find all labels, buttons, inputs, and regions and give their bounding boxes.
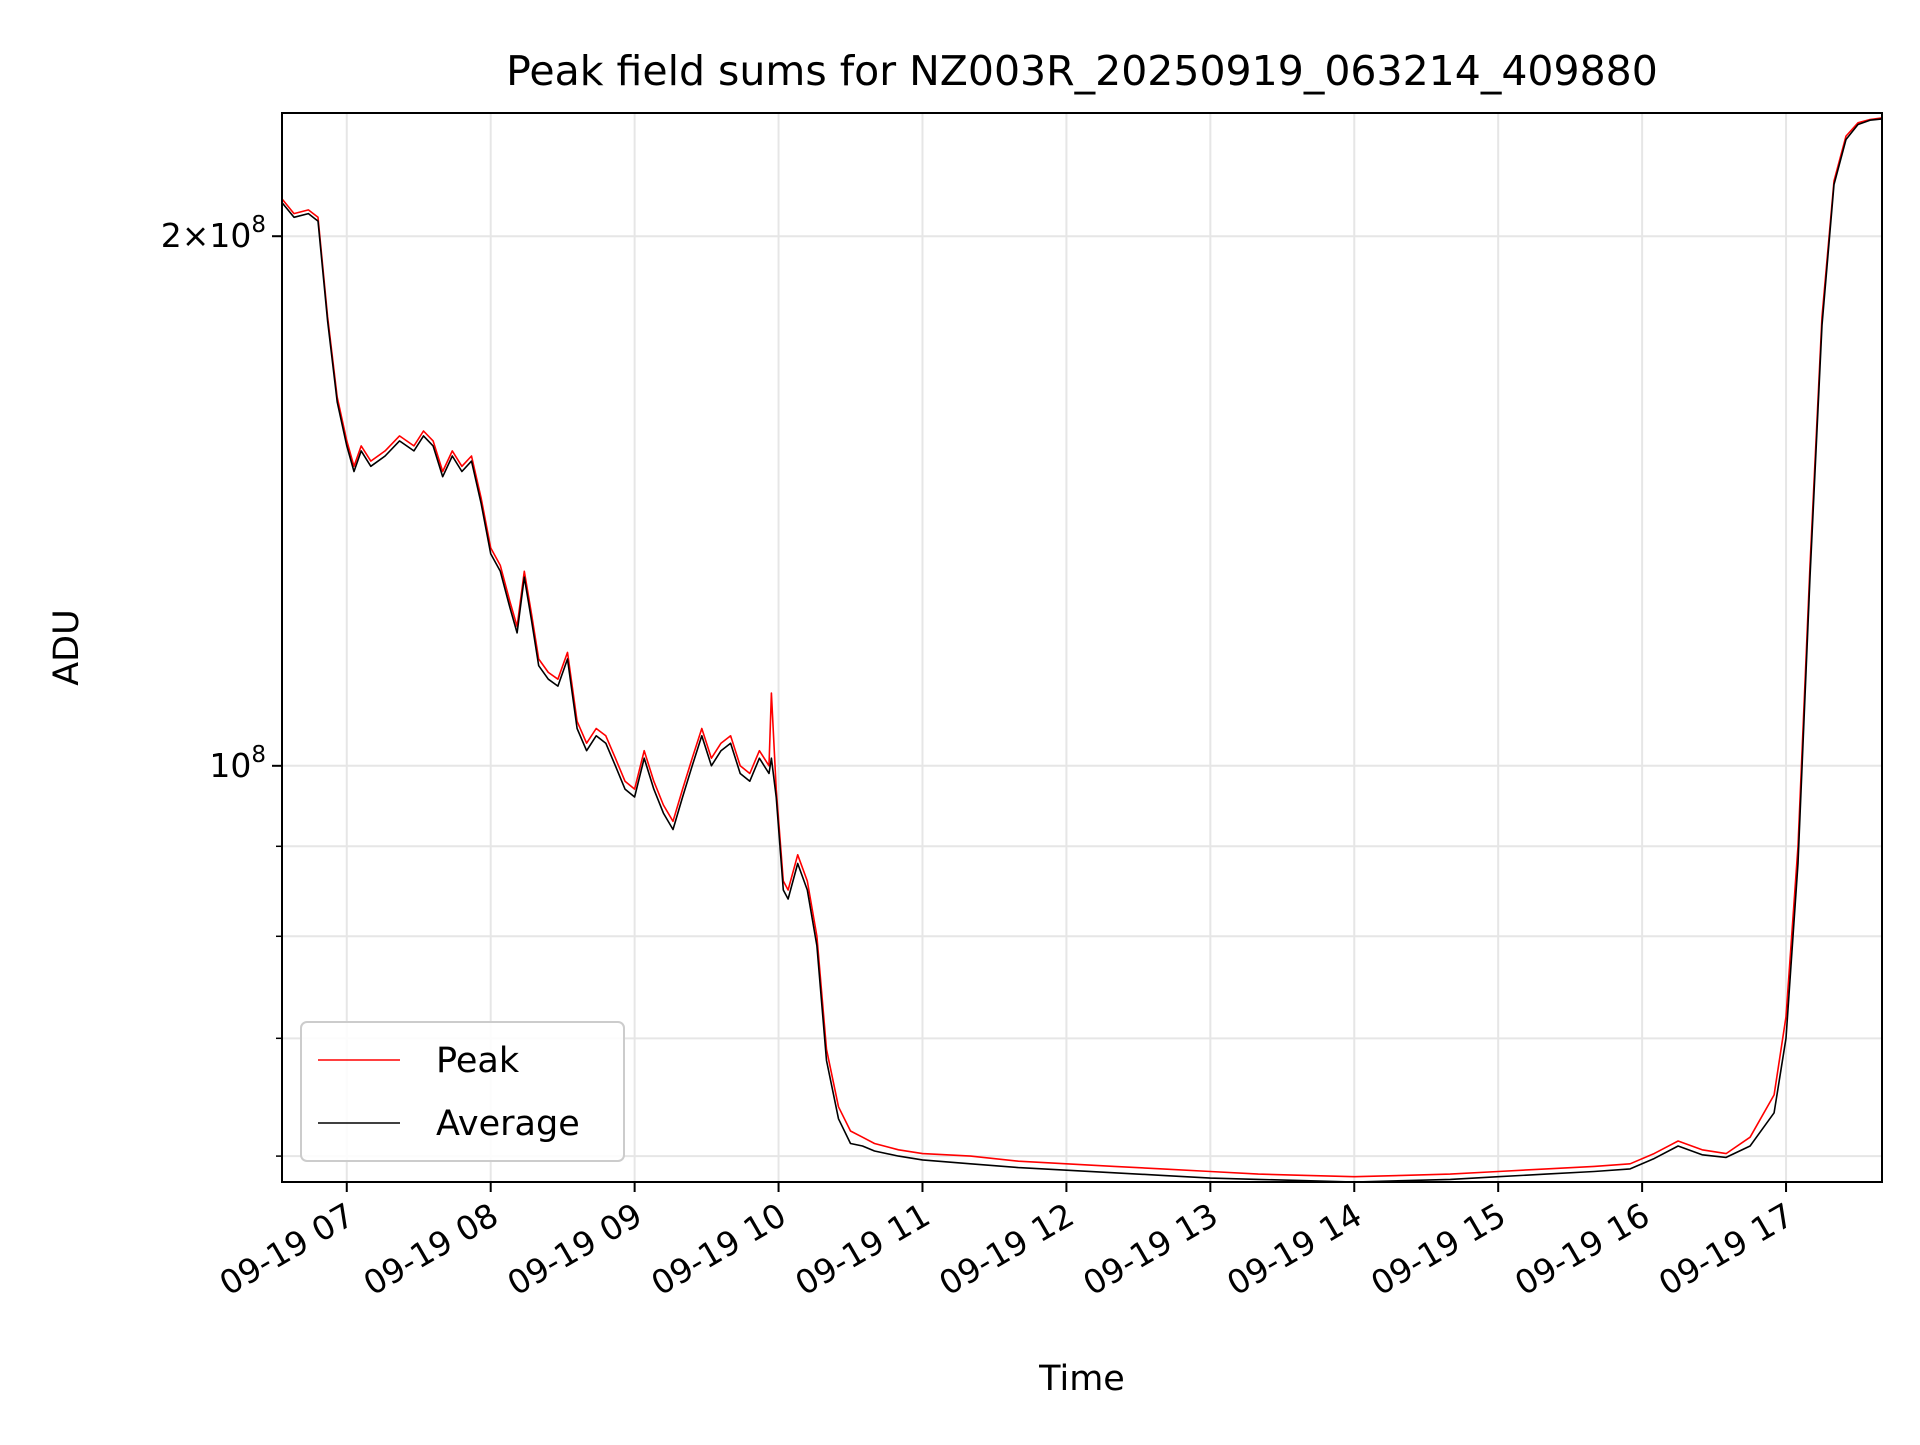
y-tick-label: 108 — [209, 742, 266, 785]
series-layer — [281, 117, 1883, 1183]
legend: Peak Average — [300, 1021, 625, 1162]
x-axis-label: Time — [1038, 1359, 1125, 1399]
legend-box — [300, 1021, 625, 1162]
legend-label-average: Average — [436, 1104, 580, 1144]
plot-frame — [281, 112, 1883, 1183]
y-axis-label: ADU — [47, 609, 87, 686]
legend-label-peak: Peak — [436, 1041, 520, 1081]
series-line-peak — [281, 117, 1883, 1178]
y-tick-label: 2×108 — [161, 212, 266, 255]
series-line-average — [281, 118, 1883, 1183]
grid — [282, 113, 1882, 1182]
chart-title: Peak field sums for NZ003R_20250919_0632… — [506, 47, 1658, 95]
y-axis: 108 2×108 — [161, 212, 282, 1157]
